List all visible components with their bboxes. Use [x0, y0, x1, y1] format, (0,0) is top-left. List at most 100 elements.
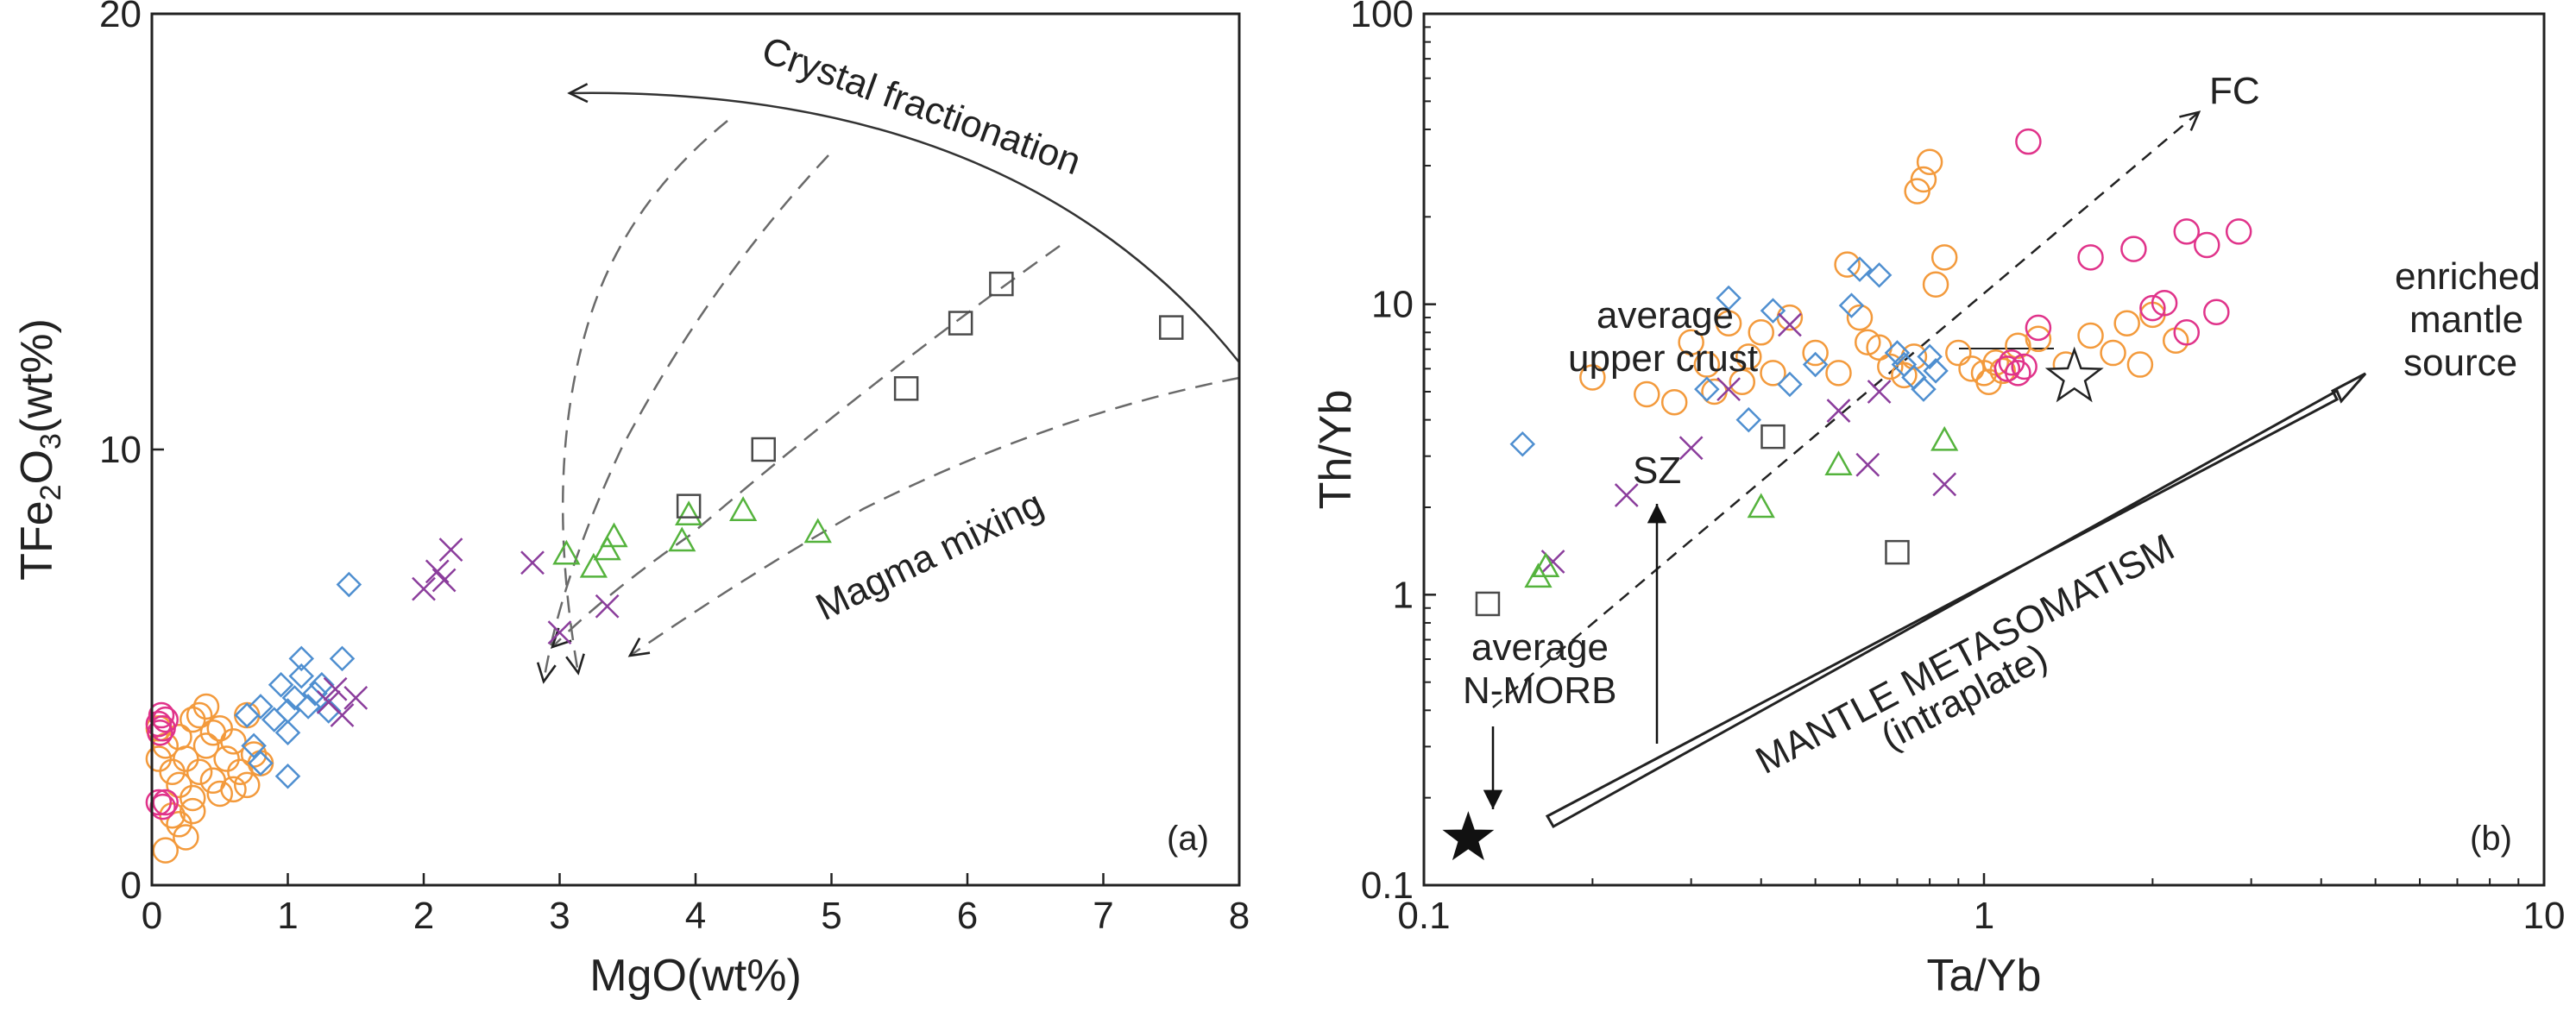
series-group-green	[552, 496, 832, 578]
group-magenta-point-4	[2015, 128, 2042, 155]
group-square-point-5	[1159, 315, 1184, 340]
mixing-curve-4	[630, 376, 1240, 656]
average-upper-crust-star	[2044, 346, 2104, 403]
group-orange-point-24	[1945, 339, 1972, 367]
fc-dashed-arrow	[1492, 112, 2199, 708]
group-blue-point-14	[1917, 343, 1943, 370]
x-tick-label: 2	[413, 895, 434, 937]
x-tick-label: 4	[685, 895, 706, 937]
panel-b-ylabel: Th/Yb	[1311, 390, 1361, 510]
group-purple-point-5	[1826, 399, 1851, 423]
group-green-point-4	[668, 526, 696, 552]
group-purple-point-8	[520, 550, 545, 575]
group-blue-point-6	[1802, 351, 1829, 378]
mantle-metasomatism-arrow	[1545, 372, 2367, 829]
group-magenta-point-9	[2151, 289, 2178, 317]
group-blue-point-8	[288, 663, 315, 689]
group-magenta-point-7	[152, 789, 179, 816]
group-orange-point-30	[2005, 332, 2031, 359]
group-blue-point-7	[288, 645, 315, 672]
group-orange-point-25	[159, 801, 186, 829]
group-orange-point-26	[186, 701, 213, 729]
group-purple-point-2	[1678, 436, 1704, 461]
group-orange-point-23	[1930, 244, 1958, 271]
group-green-point-2	[593, 535, 621, 561]
group-orange-point-1	[1660, 388, 1688, 416]
group-magenta-point-8	[2139, 294, 2166, 322]
group-orange-point-34	[2100, 339, 2126, 367]
series-group-orange	[145, 693, 274, 864]
group-blue-point-1	[1694, 376, 1720, 402]
group-orange-point-39	[1634, 380, 1660, 408]
group-orange-point-22	[173, 824, 199, 851]
series-group-purple	[316, 537, 620, 727]
group-orange-point-29	[199, 720, 227, 746]
group-purple-point-7	[1867, 380, 1892, 404]
group-orange-point-7	[1735, 343, 1762, 370]
y-tick-label: 20	[99, 0, 142, 35]
group-orange-point-21	[166, 811, 192, 838]
group-green-point-6	[728, 496, 758, 521]
group-purple-point-6	[431, 568, 457, 593]
panel-a: 0 1 2 3 4 5 6 7 8 0 10 20 Crystal fractionation Mag…	[12, 0, 1250, 1001]
panel-a-ylabel: TFe2O3(wt%)	[12, 318, 67, 581]
group-magenta-point-5	[2025, 314, 2052, 342]
group-green-point-1	[1532, 552, 1560, 577]
group-orange-point-37	[2162, 327, 2189, 354]
group-orange-point-5	[173, 745, 199, 772]
group-purple-point-6	[1855, 452, 1880, 477]
group-blue-point-0	[1509, 431, 1536, 457]
y-tick-label: 100	[1351, 0, 1414, 35]
y-tick-label: 10	[1371, 284, 1414, 326]
sz-label: SZ	[1633, 449, 1681, 492]
group-square-point-2	[1885, 539, 1910, 565]
panel-b-xlabel: Ta/Yb	[1927, 951, 2042, 1001]
mixing-curve-3	[552, 244, 1061, 647]
group-magenta-point-11	[2194, 231, 2220, 259]
group-green-point-3	[600, 522, 628, 548]
series-group-square	[1475, 424, 1910, 617]
group-orange-point-33	[2077, 322, 2104, 349]
group-purple-point-3	[1716, 377, 1741, 402]
group-purple-point-1	[1614, 483, 1639, 507]
x-tick-label: 1	[1974, 895, 1994, 937]
panel-b: 0.1 1 10 0.1 1 10 100 FC average upper crust e…	[1311, 0, 2565, 1001]
group-orange-point-23	[180, 797, 206, 825]
group-orange-point-18	[234, 771, 261, 799]
group-purple-point-10	[595, 594, 620, 619]
mixing-curve-1	[561, 120, 728, 673]
group-blue-point-14	[274, 763, 301, 789]
group-orange-point-21	[1916, 148, 1943, 175]
group-green-point-5	[674, 500, 703, 525]
group-orange-point-36	[2126, 351, 2154, 378]
group-orange-point-35	[2113, 310, 2140, 336]
enriched-label-1: enriched	[2395, 255, 2541, 298]
group-purple-point-1	[330, 703, 355, 727]
panel-b-ticks: 0.1 1 10 0.1 1 10 100	[1351, 0, 2566, 937]
group-orange-point-0	[1579, 364, 1606, 391]
group-orange-point-13	[206, 780, 233, 808]
group-orange-point-2	[159, 758, 186, 785]
group-orange-point-40	[1855, 329, 1881, 355]
group-blue-point-15	[1923, 358, 1949, 384]
series-group-blue	[234, 571, 362, 789]
group-blue-point-11	[315, 698, 342, 724]
group-blue-point-7	[1838, 292, 1865, 318]
y-tick-label: 1	[1393, 574, 1414, 616]
average-n-morb-star	[1442, 811, 1495, 861]
series-group-magenta	[145, 701, 179, 820]
group-green-point-0	[552, 539, 581, 565]
group-magenta-point-1	[147, 720, 173, 746]
group-blue-point-6	[281, 685, 308, 711]
series-group-square	[676, 271, 1184, 519]
series-group-magenta	[1993, 128, 2252, 387]
group-blue-point-2	[1716, 285, 1741, 311]
group-magenta-point-12	[2203, 299, 2230, 325]
group-purple-point-3	[323, 676, 348, 701]
x-tick-label: 7	[1093, 895, 1113, 937]
panel-b-points	[1442, 128, 2252, 861]
group-blue-point-8	[1847, 256, 1873, 282]
crystal-fractionation-label: Crystal fractionation	[757, 28, 1086, 183]
mixing-curve-2	[544, 154, 829, 682]
